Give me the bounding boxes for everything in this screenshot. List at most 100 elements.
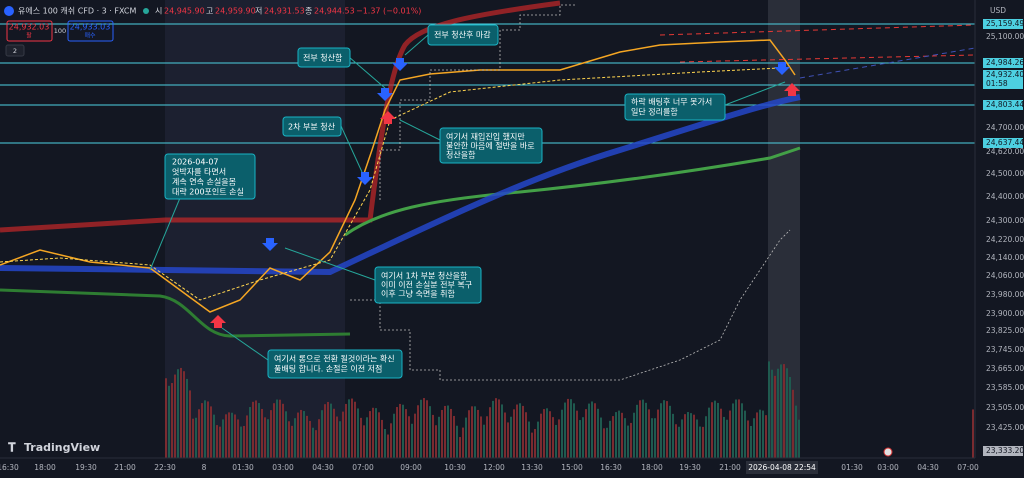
volume-bar: [615, 412, 617, 458]
volume-bar: [780, 364, 782, 458]
volume-bar: [318, 419, 320, 458]
volume-bar: [423, 398, 425, 458]
price-tag: [983, 70, 1023, 89]
time-tick: 04:30: [312, 463, 334, 472]
volume-bar: [378, 412, 380, 458]
sell-button[interactable]: [6, 20, 53, 42]
ohlc-value: 24,945.90: [164, 7, 205, 16]
volume-bar: [246, 415, 248, 458]
volume-bar: [741, 403, 743, 458]
time-tick: 19:30: [75, 463, 97, 472]
price-tag: [983, 19, 1023, 29]
volume-bar: [279, 399, 281, 458]
volume-bar: [261, 408, 263, 458]
volume-bar: [336, 416, 338, 458]
volume-bar: [624, 418, 626, 458]
volume-bar: [450, 408, 452, 458]
connectors: [149, 34, 786, 361]
sell-label[interactable]: 팔: [26, 33, 32, 40]
volume-bar: [558, 419, 560, 458]
symbol: 유에스 100 캐쉬 CFD · 3 · FXCM: [18, 7, 136, 16]
indicator-count[interactable]: 2: [13, 47, 17, 55]
volume-bar: [174, 374, 176, 458]
volume-bar: [537, 421, 539, 458]
volume-bar: [192, 418, 194, 458]
volume-bar: [417, 405, 419, 458]
volume-bar: [213, 414, 215, 458]
volume-bar: [387, 434, 389, 458]
time-tick: 10:30: [444, 463, 466, 472]
volume-bar: [441, 409, 443, 458]
volume-bar: [225, 414, 227, 458]
brand: TradingView: [24, 441, 100, 454]
time-tick: 18:00: [641, 463, 663, 472]
annotation-text: 이후 그냥 숙면을 취함: [381, 289, 456, 299]
currency[interactable]: USD: [990, 6, 1006, 15]
price-tag-text: 24,984.26: [986, 58, 1024, 67]
volume-bar: [597, 408, 599, 458]
annotation-text: 여기서 1차 부분 청산을함: [381, 271, 468, 281]
price-line: [0, 39, 796, 313]
volume-bar: [270, 410, 272, 458]
volume-bar: [690, 413, 692, 458]
annotations: 전부 청산후 마감 전부 청산함 2차 부분 청산 2026-04-07 엇박자…: [172, 30, 712, 374]
annotation-text: 계속 연속 손실을봄: [172, 177, 236, 187]
volume-bar: [354, 401, 356, 458]
projection-line: [799, 47, 976, 79]
price-tick: 24,060.00: [986, 271, 1024, 280]
volume-bar: [687, 412, 689, 458]
volume-bar: [180, 367, 182, 458]
time-tick: 22:30: [154, 463, 176, 472]
price-tick: 23,825.00: [986, 326, 1024, 335]
volume-bar: [315, 430, 317, 458]
volume-bar: [243, 425, 245, 458]
volume-bar: [381, 419, 383, 458]
volume-bar: [240, 426, 242, 458]
volume-bar: [759, 409, 761, 458]
time-tick: 8: [202, 463, 207, 472]
volume-bar: [657, 409, 659, 458]
indicator-toggle[interactable]: [5, 44, 25, 57]
volume-bar: [351, 398, 353, 458]
buy-button[interactable]: [67, 20, 114, 42]
band-line: [0, 0, 561, 233]
buy-price[interactable]: 24,933.03: [70, 23, 111, 32]
volume-bar: [768, 361, 770, 458]
time-tick: 01:30: [841, 463, 863, 472]
volume-bar: [186, 378, 188, 458]
volume-bar: [168, 385, 170, 458]
volume-bar: [420, 399, 422, 458]
sell-price[interactable]: 24,932.03: [9, 23, 50, 32]
volume-bar: [636, 404, 638, 458]
volume-bar: [729, 410, 731, 458]
volume-bar: [198, 409, 200, 458]
volume-bar: [360, 417, 362, 458]
volume-bar: [252, 401, 254, 458]
volume-bar: [744, 410, 746, 458]
buy-label[interactable]: 매수: [84, 32, 96, 40]
time-tick: 15:00: [561, 463, 583, 472]
volume-bar: [411, 423, 413, 458]
volume-bar: [633, 412, 635, 458]
event-icon[interactable]: [883, 447, 893, 457]
time-tick: 03:00: [877, 463, 899, 472]
volume-bar: [435, 425, 437, 458]
volume-bar: [294, 418, 296, 458]
annotation-text: 일단 정리를함: [631, 107, 678, 117]
time-tick: 16:30: [0, 463, 19, 472]
annotation-text: 2차 부분 청산: [288, 122, 336, 132]
volume-bar: [384, 428, 386, 458]
buy-arrows: [210, 83, 800, 328]
volume-bar: [627, 425, 629, 458]
volume-bar: [762, 410, 764, 458]
volume-bar: [714, 400, 716, 458]
volume-bar: [765, 415, 767, 458]
volume-bar: [654, 418, 656, 458]
volume-bar: [177, 369, 179, 458]
volume-bar: [288, 421, 290, 458]
price-tick: 24,300.00: [986, 216, 1024, 225]
time-tick: 07:00: [957, 463, 979, 472]
volume-bar: [522, 405, 524, 458]
volume-bar: [456, 425, 458, 458]
